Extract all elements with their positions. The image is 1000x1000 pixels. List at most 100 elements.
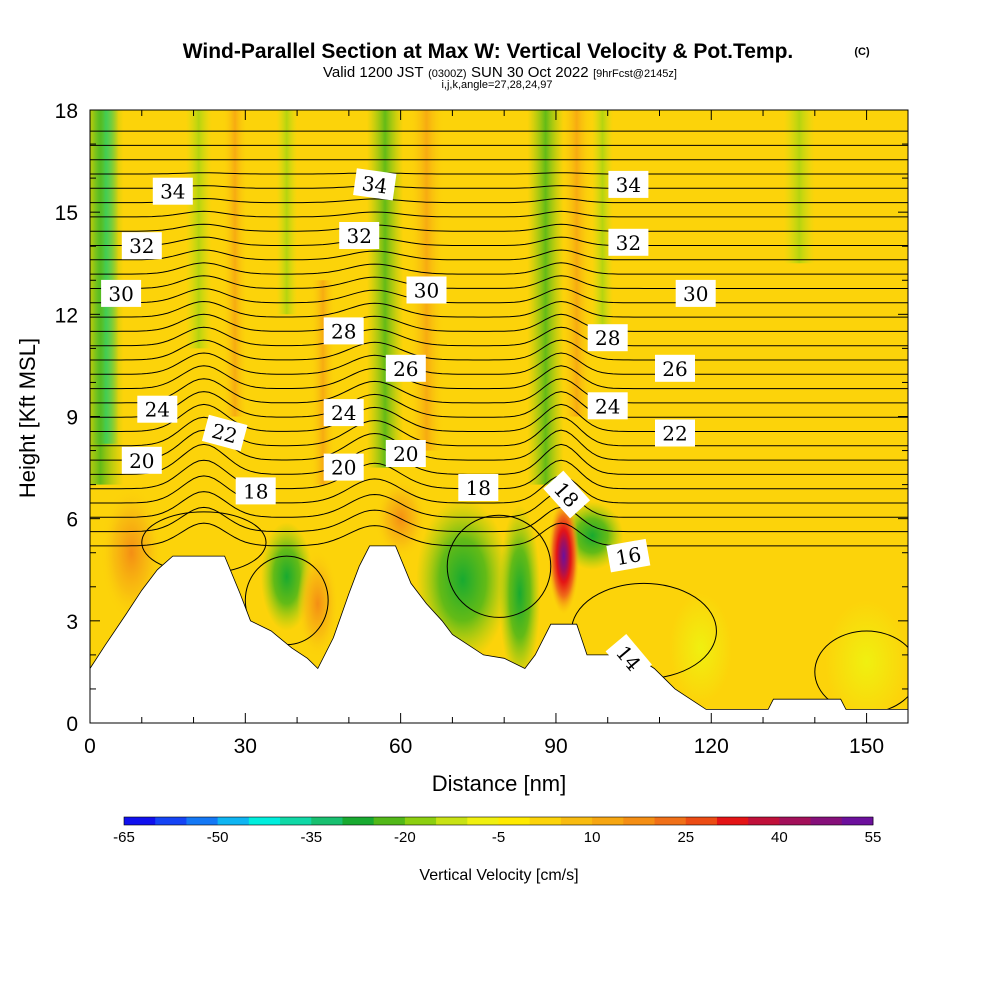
colorbar-swatch [810, 817, 843, 825]
contour-label: 26 [385, 354, 426, 382]
contour-label: 22 [655, 419, 695, 447]
isentrope [90, 275, 908, 289]
contour-label-box [675, 279, 716, 307]
y-tick-label: 18 [55, 100, 78, 123]
colorbar-swatch [498, 817, 531, 825]
isentrope [90, 185, 908, 189]
contour-label-box [323, 399, 364, 427]
contour-label-text: 20 [331, 456, 356, 480]
contour-label: 22 [201, 414, 248, 452]
contour-label-text: 28 [331, 319, 356, 343]
contour-label-box [608, 170, 649, 198]
chart-title: Wind-Parallel Section at Max W: Vertical… [183, 40, 794, 63]
colorbar-tick-label: 25 [677, 829, 694, 846]
velocity-streak [276, 110, 298, 315]
colorbar-swatch [748, 817, 780, 825]
colorbar-swatch [342, 817, 375, 825]
colorbar-swatch [623, 817, 655, 825]
isentrope [90, 522, 908, 547]
colorbar-tick-label: -5 [492, 829, 505, 846]
contour-label-text: 24 [331, 401, 356, 425]
velocity-cell [297, 549, 339, 659]
contour-label: 24 [587, 392, 628, 420]
colorbar-swatch [654, 817, 687, 825]
isentrope [90, 491, 908, 518]
colorbar-tick-label: -50 [207, 829, 229, 846]
colorbar: -65 -50 -35 -20 -5 10 25 40 55 [113, 816, 881, 846]
contour-label-text: 32 [616, 231, 641, 255]
contour-label: 20 [385, 440, 426, 467]
contour-label-text: 30 [108, 282, 133, 306]
isentrope-loop [446, 514, 552, 618]
y-tick-label: 0 [66, 713, 78, 736]
velocity-streak [527, 110, 564, 485]
x-tick-label: 150 [849, 735, 884, 758]
contour-label-text: 28 [595, 326, 620, 350]
isentrope [90, 391, 908, 418]
contour-label-box [152, 177, 193, 205]
colorbar-tick-label: 40 [771, 829, 788, 846]
contour-label-box [587, 324, 628, 352]
isentrope [90, 223, 908, 232]
colorbar-swatch [685, 817, 718, 825]
contour-label: 34 [353, 168, 397, 201]
velocity-streak [783, 110, 815, 264]
isentrope [90, 339, 908, 361]
contour-label-box [137, 395, 178, 423]
subtitle-valid: Valid 1200 JST [323, 64, 424, 81]
subtitle-forecast: [9hrFcst@2145z] [593, 68, 677, 80]
contour-label: 32 [339, 222, 380, 249]
y-tick-label: 9 [66, 407, 78, 430]
velocity-streak [222, 110, 248, 417]
velocity-streak [185, 110, 212, 349]
contour-label-box [353, 168, 397, 201]
colorbar-tick-label: -35 [300, 829, 322, 846]
y-axis-label: Height [Kft MSL] [15, 338, 40, 498]
colorbar-swatch [560, 817, 593, 825]
contour-label-box [101, 279, 142, 307]
contour-label-text: 34 [360, 171, 389, 198]
contour-label-text: 30 [683, 282, 708, 306]
contour-label-text: 24 [595, 394, 620, 418]
isentrope [90, 365, 908, 390]
updraft-core [548, 498, 580, 615]
chart-subtitle: Valid 1200 JST (0300Z) SUN 30 Oct 2022 [… [323, 64, 677, 81]
contour-label: 30 [675, 279, 716, 307]
contour-label: 24 [323, 399, 364, 427]
colorbar-tick-label: 10 [584, 829, 601, 846]
contour-label-box [608, 228, 649, 256]
contour-label-text: 32 [346, 224, 371, 248]
contour-label: 32 [121, 232, 162, 260]
y-axis: 0 3 6 9 12 15 18 [55, 100, 908, 736]
contour-label-text: 34 [160, 180, 185, 204]
contour-label: 26 [655, 354, 695, 382]
contour-label: 28 [587, 324, 628, 352]
isentrope [90, 313, 908, 332]
copyright-mark: (C) [854, 46, 870, 58]
contour-label: 34 [152, 177, 193, 205]
colorbar-swatch [186, 817, 219, 825]
isentrope [90, 249, 908, 261]
contour-label-box [655, 419, 695, 447]
velocity-cell [669, 593, 732, 703]
colorbar-swatch [124, 817, 156, 825]
colorbar-swatch [311, 817, 343, 825]
isentrope [90, 326, 908, 347]
isentrope [90, 403, 908, 432]
colorbar-tick-label: -20 [394, 829, 416, 846]
contour-label-text: 16 [614, 542, 643, 570]
isentrope [90, 378, 908, 404]
contour-label-text: 30 [414, 279, 439, 303]
colorbar-swatch [373, 817, 406, 825]
velocity-field [90, 110, 908, 723]
isentrope [90, 475, 908, 504]
contour-label-box [406, 276, 447, 304]
x-axis: 0 30 60 90 120 150 [84, 110, 884, 758]
contour-label: 32 [608, 228, 649, 256]
colorbar-swatch [155, 817, 187, 825]
contour-label-box [323, 317, 364, 345]
contour-label: 28 [323, 317, 364, 345]
isentrope [90, 210, 908, 218]
terrain [90, 545, 908, 723]
